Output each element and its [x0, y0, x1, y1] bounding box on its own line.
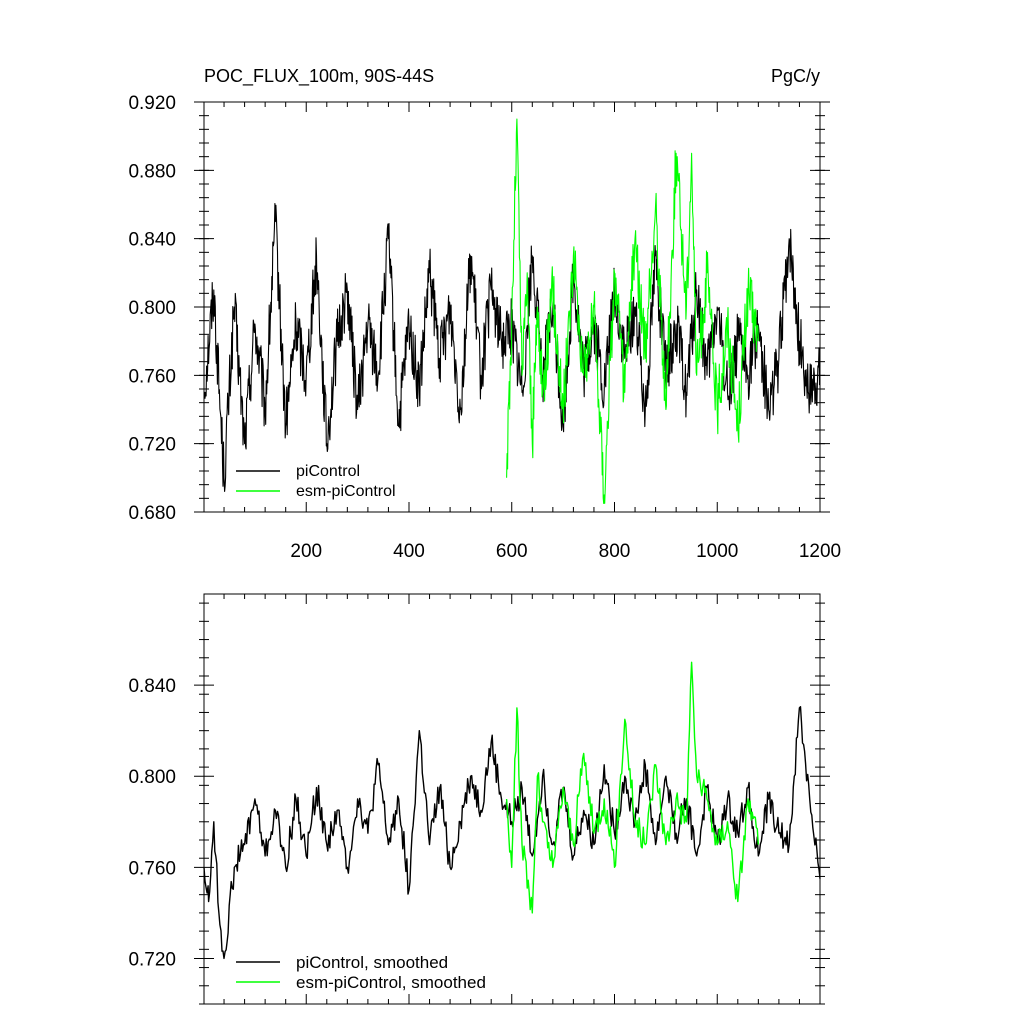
bottom-ticks	[194, 594, 830, 1005]
x-tick-label: 200	[290, 541, 322, 562]
bottom-series-esm-picontrol-smoothed	[505, 661, 759, 914]
y-tick-label: 0.760	[128, 858, 176, 879]
y-tick-label: 0.760	[128, 366, 176, 387]
x-tick-label: 800	[599, 541, 631, 562]
y-tick-label: 0.720	[128, 435, 176, 456]
y-tick-label: 0.720	[128, 949, 176, 970]
top-panel: POC_FLUX_100m, 90S-44S PgC/y 0.6800.7200…	[128, 66, 841, 562]
y-tick-label: 0.840	[128, 676, 176, 697]
top-series-esm-picontrol	[506, 118, 759, 505]
bottom-series-picontrol-smoothed	[203, 706, 821, 960]
y-tick-label: 0.680	[128, 503, 176, 524]
legend-label-esm-picontrol: esm-piControl	[296, 483, 396, 500]
y-tick-label: 0.800	[128, 298, 176, 319]
top-legend: piControl esm-piControl	[236, 463, 396, 500]
legend-label-esm-picontrol-smoothed: esm-piControl, smoothed	[296, 973, 486, 992]
top-series-lines	[203, 118, 821, 505]
y-tick-label: 0.840	[128, 230, 176, 251]
top-y-tick-labels: 0.680 0.720 0.760 0.800 0.840 0.880 0.920	[128, 93, 176, 524]
top-series-picontrol	[203, 202, 821, 492]
x-tick-label: 600	[496, 541, 528, 562]
legend-label-picontrol-smoothed: piControl, smoothed	[296, 953, 448, 972]
bottom-y-tick-labels: 0.720 0.760 0.800 0.840	[128, 676, 176, 970]
bottom-series-lines	[203, 661, 821, 960]
x-tick-label: 1000	[696, 541, 738, 562]
y-tick-label: 0.920	[128, 93, 176, 114]
y-tick-label: 0.800	[128, 767, 176, 788]
legend-label-picontrol: piControl	[296, 463, 360, 480]
units-label: PgC/y	[771, 66, 820, 86]
x-tick-label: 400	[393, 541, 425, 562]
bottom-panel: 0.720 0.760 0.800 0.840 piControl, smoothed…	[128, 593, 830, 1005]
bottom-legend: piControl, smoothed esm-piControl, smoot…	[236, 953, 486, 992]
chart-title: POC_FLUX_100m, 90S-44S	[204, 66, 434, 87]
y-tick-label: 0.880	[128, 161, 176, 182]
top-x-tick-labels: 200 400 600 800 1000 1200	[290, 541, 841, 562]
bottom-plot-frame	[203, 593, 821, 1005]
top-plot-frame	[203, 101, 821, 513]
x-tick-label: 1200	[799, 541, 841, 562]
